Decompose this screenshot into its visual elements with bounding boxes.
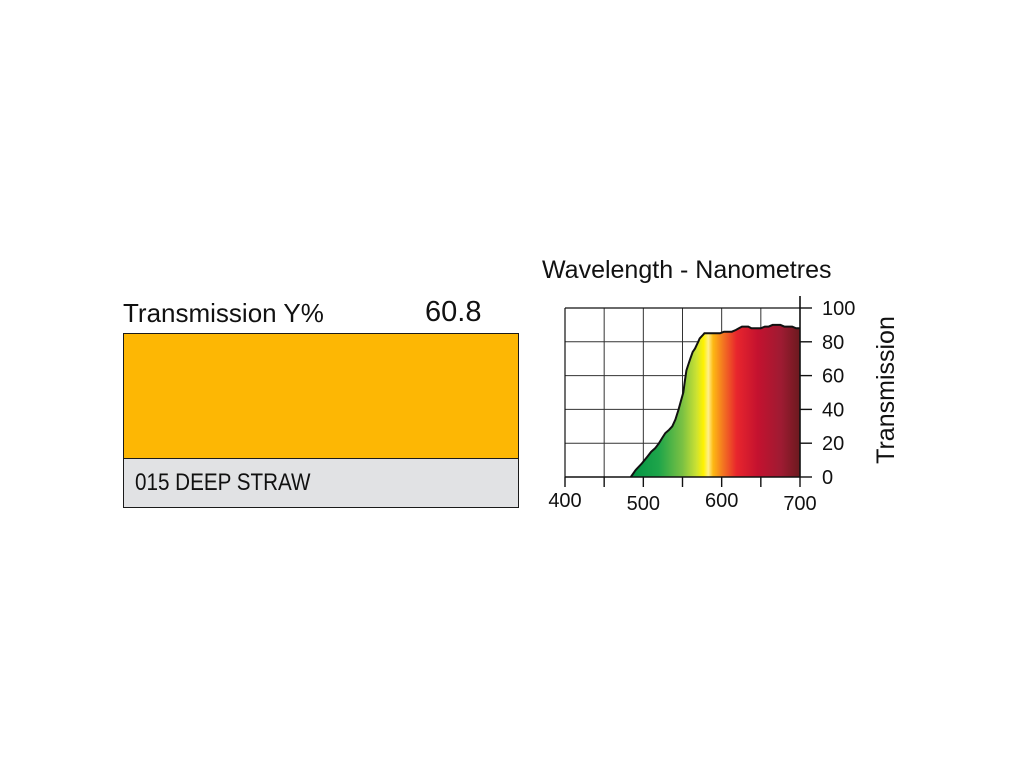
y-tick-label: 40 bbox=[822, 399, 844, 421]
chart-title: Wavelength - Nanometres bbox=[542, 256, 832, 284]
x-tick-label: 600 bbox=[705, 490, 738, 512]
spectral-chart: 400 500 600 700 0 20 40 60 80 100 Transmission bbox=[548, 296, 900, 515]
y-tick-label: 80 bbox=[822, 332, 844, 354]
transmission-area bbox=[630, 324, 800, 477]
transmission-label: Transmission Y% bbox=[123, 298, 324, 328]
y-tick-label: 20 bbox=[822, 433, 844, 455]
x-axis-ticks: 400 500 600 700 bbox=[548, 477, 817, 515]
y-axis-label: Transmission bbox=[872, 316, 900, 464]
y-axis-ticks: 0 20 40 60 80 100 bbox=[800, 298, 855, 489]
x-tick-label: 500 bbox=[627, 493, 660, 515]
y-tick-label: 60 bbox=[822, 366, 844, 388]
filter-name: 015 DEEP STRAW bbox=[135, 469, 311, 496]
color-swatch bbox=[123, 333, 519, 459]
x-tick-label: 400 bbox=[548, 490, 581, 512]
x-tick-label: 700 bbox=[783, 493, 816, 515]
transmission-value: 60.8 bbox=[425, 296, 482, 328]
y-tick-label: 100 bbox=[822, 298, 855, 320]
filter-name-panel: 015 DEEP STRAW bbox=[123, 458, 519, 508]
y-tick-label: 0 bbox=[822, 467, 833, 489]
transmission-curve bbox=[629, 323, 800, 478]
